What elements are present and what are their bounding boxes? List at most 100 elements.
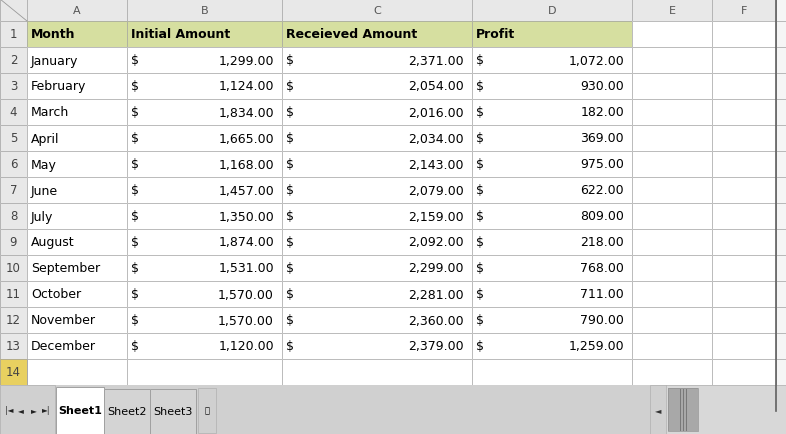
Bar <box>127 359 282 385</box>
Bar <box>776 230 786 256</box>
Bar <box>0 74 27 100</box>
Bar <box>712 48 776 74</box>
Bar <box>0 359 27 385</box>
Text: 13: 13 <box>6 340 21 353</box>
Bar <box>632 74 712 100</box>
Bar <box>712 230 776 256</box>
Bar <box>632 151 712 178</box>
Bar <box>632 204 712 230</box>
Text: 2: 2 <box>9 54 17 67</box>
Bar <box>127 22 282 48</box>
Text: 809.00: 809.00 <box>580 210 624 223</box>
Bar <box>472 256 632 281</box>
Bar <box>27 178 127 204</box>
Bar <box>776 22 786 48</box>
Bar <box>127 178 282 204</box>
Bar <box>27 126 127 151</box>
Text: 2,281.00: 2,281.00 <box>409 288 464 301</box>
Text: C: C <box>373 6 381 16</box>
Text: 8: 8 <box>9 210 17 223</box>
Text: 2,371.00: 2,371.00 <box>409 54 464 67</box>
Bar <box>632 281 712 307</box>
Bar <box>0 151 27 178</box>
Bar <box>0 307 27 333</box>
Bar <box>712 359 776 385</box>
Text: $: $ <box>476 288 484 301</box>
Bar <box>0 385 55 434</box>
Text: Initial Amount: Initial Amount <box>131 29 230 41</box>
Text: 711.00: 711.00 <box>580 288 624 301</box>
Text: $: $ <box>131 106 139 119</box>
Text: $: $ <box>286 314 294 327</box>
Text: ◄: ◄ <box>655 405 661 414</box>
Text: Profit: Profit <box>476 29 516 41</box>
Bar <box>127 333 282 359</box>
Text: $: $ <box>286 106 294 119</box>
Bar <box>0 0 27 22</box>
Bar <box>127 74 282 100</box>
Text: 975.00: 975.00 <box>580 158 624 171</box>
Bar <box>27 48 127 74</box>
Bar <box>27 0 127 22</box>
Bar <box>127 151 282 178</box>
Bar <box>0 100 27 126</box>
Bar <box>127 359 282 385</box>
Bar <box>632 22 712 48</box>
Bar <box>776 230 786 256</box>
Bar <box>198 388 216 433</box>
Bar <box>776 204 786 230</box>
Text: 1,259.00: 1,259.00 <box>568 340 624 353</box>
Bar <box>127 256 282 281</box>
Bar <box>282 100 472 126</box>
Text: $: $ <box>131 54 139 67</box>
Bar <box>472 178 632 204</box>
Text: 2,092.00: 2,092.00 <box>409 236 464 249</box>
Text: $: $ <box>476 80 484 93</box>
Bar <box>127 22 282 48</box>
Text: $: $ <box>131 210 139 223</box>
Text: $: $ <box>131 132 139 145</box>
Text: $: $ <box>131 158 139 171</box>
Bar <box>27 22 127 48</box>
Bar <box>0 307 27 333</box>
Bar <box>632 307 712 333</box>
Bar <box>776 333 786 359</box>
Bar <box>632 333 712 359</box>
Bar <box>127 126 282 151</box>
Text: 6: 6 <box>9 158 17 171</box>
Text: 🗒: 🗒 <box>204 405 210 414</box>
Bar <box>127 48 282 74</box>
Bar <box>632 359 712 385</box>
Text: $: $ <box>286 340 294 353</box>
Bar <box>712 0 776 22</box>
Bar <box>27 281 127 307</box>
Bar <box>282 333 472 359</box>
Text: 930.00: 930.00 <box>580 80 624 93</box>
Text: $: $ <box>286 262 294 275</box>
Bar <box>282 204 472 230</box>
Bar <box>127 126 282 151</box>
Bar <box>712 22 776 48</box>
Text: $: $ <box>131 288 139 301</box>
Bar <box>472 22 632 48</box>
Bar <box>150 389 196 434</box>
Text: Sheet3: Sheet3 <box>153 407 193 417</box>
Bar <box>282 359 472 385</box>
Bar <box>632 100 712 126</box>
Bar <box>632 230 712 256</box>
Text: 11: 11 <box>6 288 21 301</box>
Bar <box>0 230 27 256</box>
Bar <box>776 48 786 74</box>
Bar <box>712 151 776 178</box>
Bar <box>0 204 27 230</box>
Bar <box>0 74 27 100</box>
Bar <box>712 178 776 204</box>
Bar <box>632 204 712 230</box>
Text: $: $ <box>476 262 484 275</box>
Text: ►: ► <box>31 405 37 414</box>
Bar <box>27 48 127 74</box>
Bar <box>472 0 632 22</box>
Bar <box>632 281 712 307</box>
Bar <box>0 48 27 74</box>
Bar <box>712 100 776 126</box>
